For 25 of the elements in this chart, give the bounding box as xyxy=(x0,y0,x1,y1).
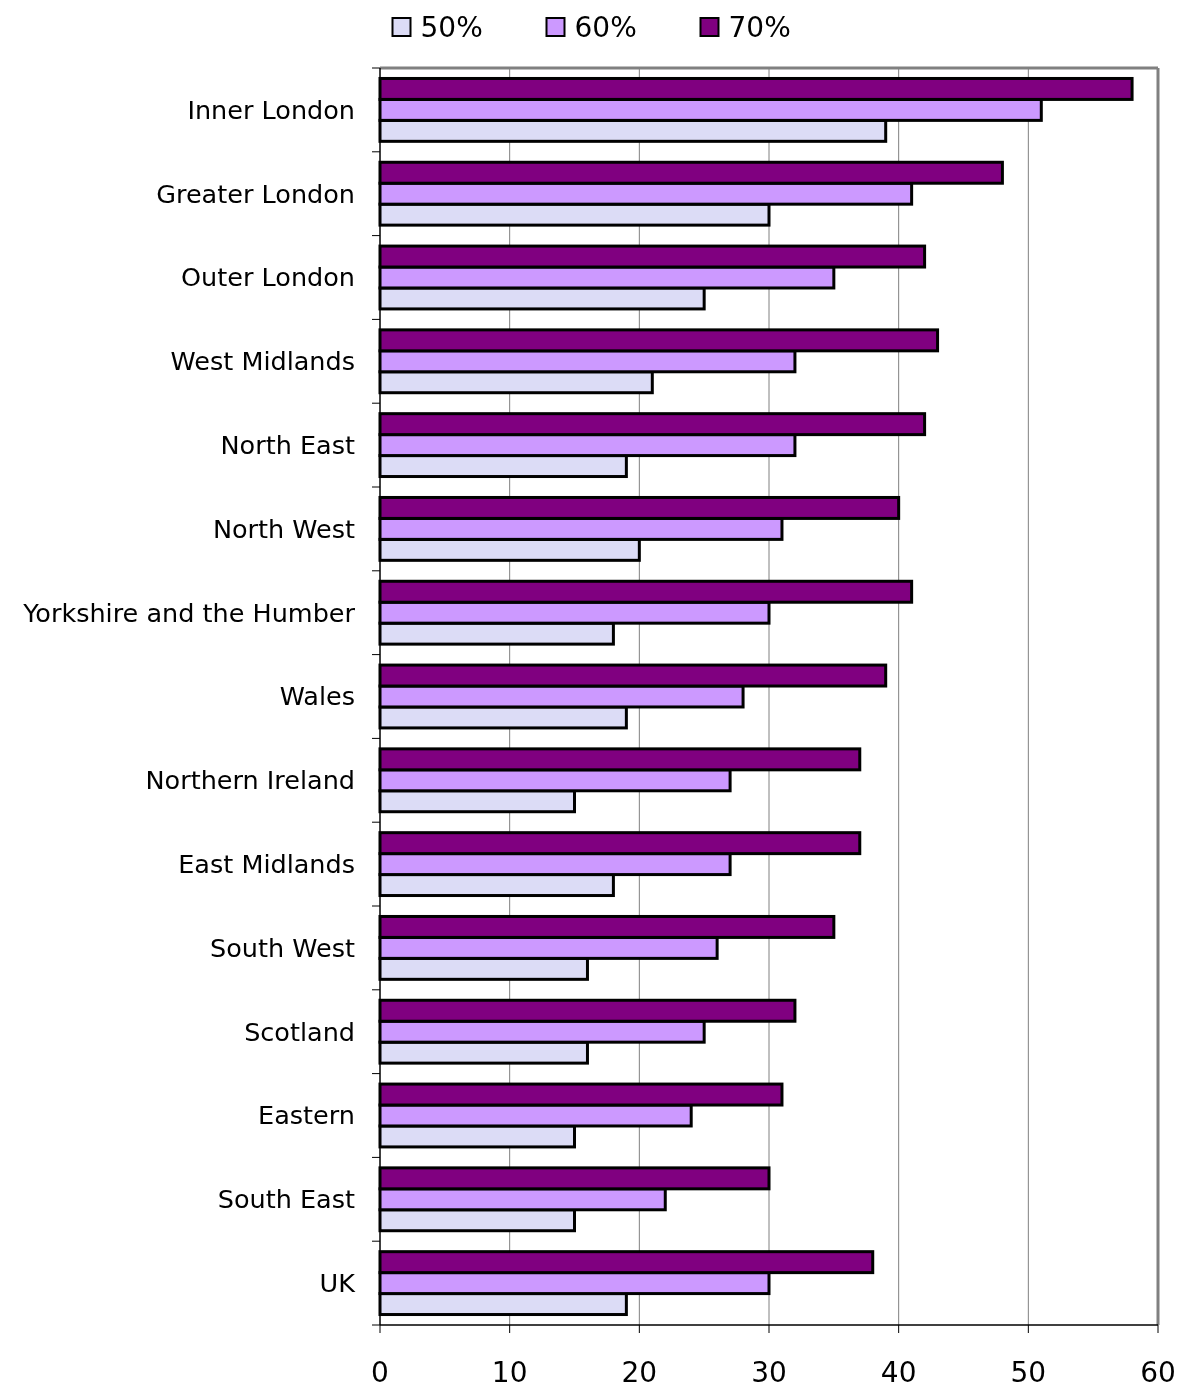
y-tick-label: North East xyxy=(220,430,355,461)
y-tick-label: Yorkshire and the Humber xyxy=(22,597,356,628)
y-tick-label: Scotland xyxy=(244,1016,355,1047)
y-tick-label: Inner London xyxy=(187,94,355,125)
x-tick-label: 40 xyxy=(880,1356,917,1385)
x-tick-label: 20 xyxy=(621,1356,658,1385)
x-tick-label: 60 xyxy=(1140,1356,1176,1385)
y-tick-label: West Midlands xyxy=(170,346,355,377)
y-tick-label: South East xyxy=(217,1184,355,1215)
y-tick-label: East Midlands xyxy=(178,849,355,880)
y-tick-label: North West xyxy=(212,513,355,544)
y-tick-label: Greater London xyxy=(156,178,355,209)
x-tick-label: 50 xyxy=(1010,1356,1047,1385)
y-tick-label: Wales xyxy=(279,681,355,712)
x-tick-label: 10 xyxy=(491,1356,528,1385)
legend-label: 50% xyxy=(420,10,483,44)
y-tick-label: UK xyxy=(319,1268,357,1299)
x-tick-label: 0 xyxy=(371,1356,389,1385)
legend-label: 60% xyxy=(574,10,637,44)
y-tick-label: South West xyxy=(210,932,355,963)
x-tick-label: 30 xyxy=(751,1356,787,1385)
y-tick-label: Eastern xyxy=(258,1100,355,1131)
y-tick-label: Northern Ireland xyxy=(145,765,355,796)
y-tick-label: Outer London xyxy=(181,262,355,293)
legend-label: 70% xyxy=(728,10,791,44)
